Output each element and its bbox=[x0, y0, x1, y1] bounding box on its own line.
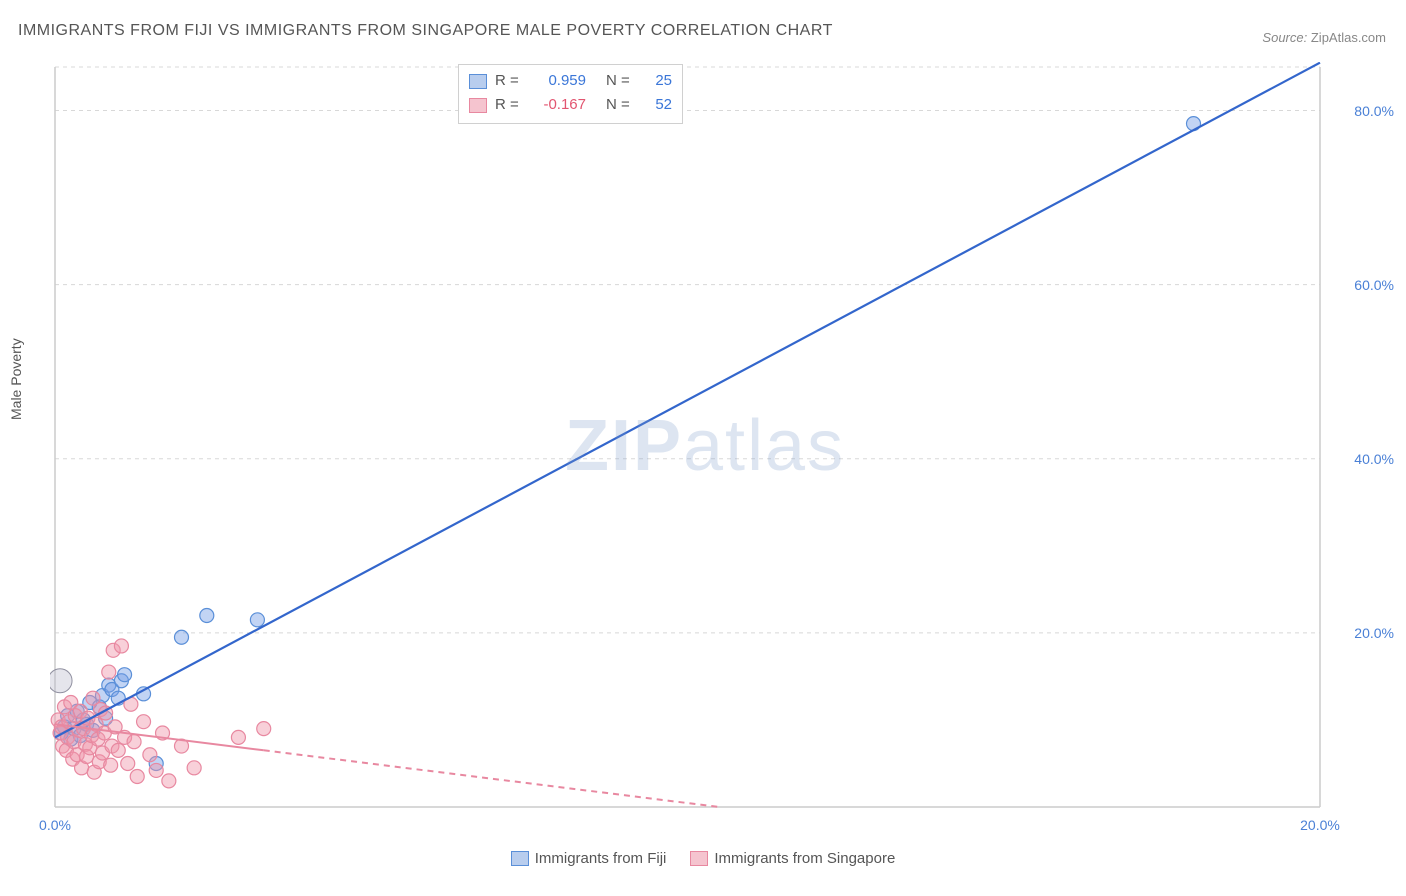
x-tick-label: 0.0% bbox=[39, 817, 71, 896]
y-tick-label: 80.0% bbox=[1354, 103, 1394, 119]
legend-item: Immigrants from Fiji bbox=[511, 850, 667, 867]
legend-item: Immigrants from Singapore bbox=[690, 850, 895, 867]
legend-stat-row: R = 0.959 N = 25 bbox=[469, 69, 672, 93]
r-value: -0.167 bbox=[531, 93, 586, 117]
source-label: Source: bbox=[1262, 30, 1307, 45]
n-label: N = bbox=[606, 69, 636, 93]
correlation-legend: R = 0.959 N = 25 R = -0.167 N = 52 bbox=[458, 64, 683, 124]
n-label: N = bbox=[606, 93, 636, 117]
source-value: ZipAtlas.com bbox=[1311, 30, 1386, 45]
y-tick-label: 60.0% bbox=[1354, 277, 1394, 293]
legend-swatch bbox=[469, 74, 487, 89]
series-legend: Immigrants from Fiji Immigrants from Sing… bbox=[0, 850, 1406, 870]
legend-swatch bbox=[511, 851, 529, 866]
n-value: 25 bbox=[644, 69, 672, 93]
source-attribution: Source: ZipAtlas.com bbox=[1262, 30, 1386, 45]
n-value: 52 bbox=[644, 93, 672, 117]
chart-title: IMMIGRANTS FROM FIJI VS IMMIGRANTS FROM … bbox=[18, 22, 833, 40]
x-tick-label: 20.0% bbox=[1300, 817, 1340, 896]
y-axis-label: Male Poverty bbox=[8, 338, 24, 420]
correlation-scatter-chart bbox=[50, 62, 1386, 832]
legend-label: Immigrants from Singapore bbox=[714, 850, 895, 867]
r-label: R = bbox=[495, 69, 523, 93]
y-tick-label: 20.0% bbox=[1354, 625, 1394, 641]
legend-swatch bbox=[690, 851, 708, 866]
legend-swatch bbox=[469, 98, 487, 113]
r-label: R = bbox=[495, 93, 523, 117]
y-tick-label: 40.0% bbox=[1354, 451, 1394, 467]
legend-label: Immigrants from Fiji bbox=[535, 850, 667, 867]
r-value: 0.959 bbox=[531, 69, 586, 93]
legend-stat-row: R = -0.167 N = 52 bbox=[469, 93, 672, 117]
